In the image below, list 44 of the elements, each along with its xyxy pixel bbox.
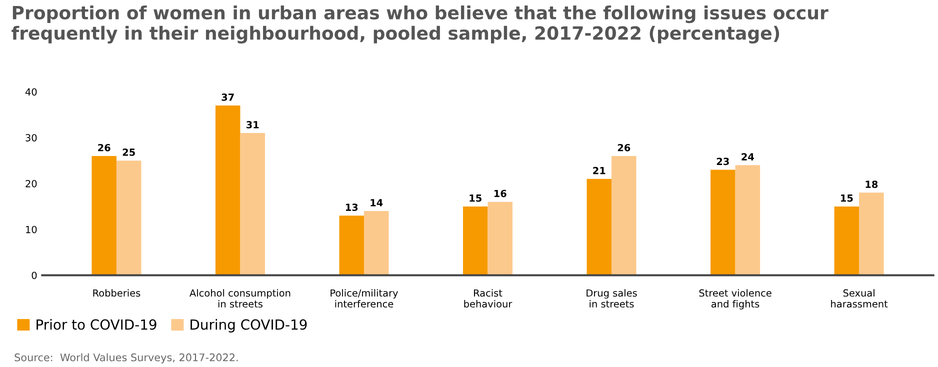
data-label: 26 <box>618 144 630 152</box>
x-tick-label: Racist behaviour <box>464 289 512 308</box>
bar <box>116 160 142 276</box>
bar <box>488 202 513 276</box>
legend-label: Prior to COVID-19 <box>36 319 156 330</box>
data-label: 16 <box>494 190 506 198</box>
bar <box>240 133 265 276</box>
y-tick-label: 10 <box>26 226 37 234</box>
y-tick-label: 20 <box>26 180 37 188</box>
bar <box>735 165 760 276</box>
chart-title: Proportion of women in urban areas who believe that the following issues occur frequently in their neighbourhood, pooled sample, 2017-2022 (percentage) <box>12 6 828 44</box>
y-tick-label: 40 <box>25 88 37 96</box>
data-label: 18 <box>866 180 878 188</box>
source-note: Source: World Values Surveys, 2017-2022. <box>14 353 238 364</box>
x-tick-label: Police/military interference <box>330 289 398 308</box>
x-tick-label: Alcohol consumption in streets <box>190 289 290 308</box>
data-label: 25 <box>122 148 135 156</box>
legend-label: During COVID-19 <box>190 319 307 332</box>
bar <box>463 206 488 276</box>
data-label: 15 <box>841 194 853 202</box>
data-label: 26 <box>98 144 110 152</box>
bar <box>215 106 240 276</box>
y-tick-label: 30 <box>26 134 37 142</box>
data-label: 15 <box>470 194 482 202</box>
data-label: 23 <box>716 158 729 166</box>
x-tick-label: Sexual harassment <box>831 289 888 308</box>
bar <box>859 192 884 276</box>
data-label: 37 <box>222 93 234 101</box>
x-tick-label: Drug sales in streets <box>586 289 637 308</box>
data-label: 13 <box>346 204 358 211</box>
data-label: 14 <box>370 199 383 206</box>
data-label: 24 <box>742 153 754 160</box>
bar <box>364 211 389 276</box>
bar <box>612 156 636 276</box>
bar <box>710 170 736 276</box>
x-tick-label: Robberies <box>93 289 140 297</box>
bar <box>586 178 612 276</box>
bar <box>92 156 116 276</box>
bar <box>339 216 364 276</box>
bar <box>834 206 860 276</box>
x-tick-label: Street violence and fights <box>699 289 772 310</box>
data-label: 31 <box>246 121 259 128</box>
y-tick-label: 0 <box>32 272 37 280</box>
data-label: 21 <box>593 166 606 174</box>
